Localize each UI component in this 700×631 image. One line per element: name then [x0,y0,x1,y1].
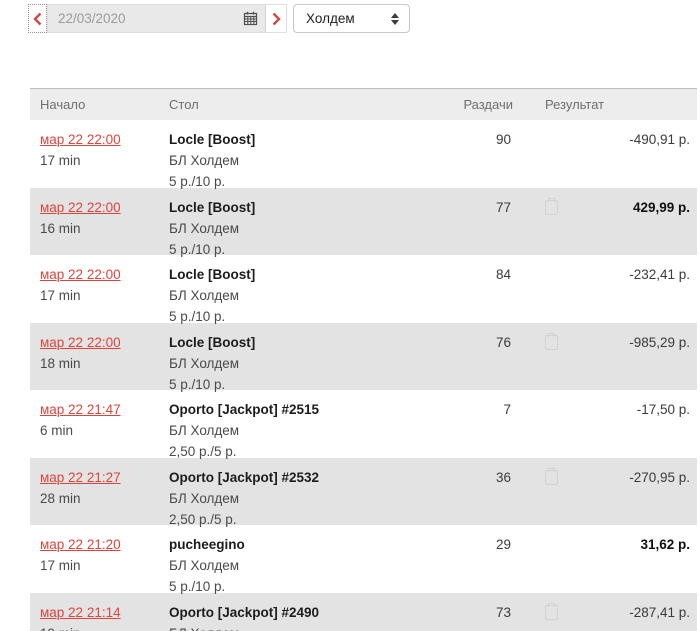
hands-count: 36 [495,469,511,485]
table-body: мар 22 22:00 17 min Locle [Boost] БЛ Хол… [30,120,697,631]
game-filter-select[interactable]: Холдем [293,4,410,33]
game-type: БЛ Холдем [169,623,385,631]
column-header-hands: Раздачи [463,97,513,112]
session-row: мар 22 21:20 17 min pucheegino БЛ Холдем… [30,525,697,594]
game-type: БЛ Холдем [169,288,240,303]
session-result: -17,50 р. [636,402,690,417]
session-result: -270,95 р. [629,469,690,485]
session-result: -232,41 р. [629,267,690,282]
session-start-link[interactable]: мар 22 21:47 [40,402,121,417]
session-row: мар 22 22:00 17 min Locle [Boost] БЛ Хол… [30,255,697,324]
session-start-link[interactable]: мар 22 22:00 [40,132,121,147]
game-type: БЛ Холдем [169,355,240,371]
session-row: мар 22 21:14 19 min Oporto [Jackpot] #24… [30,592,697,631]
session-start-link[interactable]: мар 22 21:14 [40,604,121,620]
stakes: 5 р./10 р. [169,579,226,594]
select-arrows-icon [391,12,399,25]
session-result: 31,62 р. [640,537,690,552]
table-name: Locle [Boost] [169,267,256,282]
table-name: Oporto [Jackpot] #2490 [169,604,320,620]
stakes: 2,50 р./5 р. [169,511,237,527]
session-start-link[interactable]: мар 22 22:00 [40,334,121,350]
session-duration: 17 min [40,558,81,573]
copy-icon[interactable] [545,467,558,485]
table-header: Начало Стол Раздачи Результат [30,88,697,120]
session-start-link[interactable]: мар 22 22:00 [40,267,121,282]
date-value: 22/03/2020 [58,11,126,26]
session-result: -287,41 р. [629,604,690,620]
session-row: мар 22 22:00 18 min Locle [Boost] БЛ Хол… [30,322,697,392]
table-name: Oporto [Jackpot] #2515 [169,402,320,417]
session-row: мар 22 21:47 6 min Oporto [Jackpot] #251… [30,390,697,459]
toolbar: 22/03/2020 Холдем [28,4,410,33]
hands-count: 29 [495,537,511,552]
prev-day-button[interactable] [28,4,47,33]
session-result: 429,99 р. [632,199,690,215]
table-name: Locle [Boost] [169,334,256,350]
stakes: 5 р./10 р. [169,241,226,257]
session-start-link[interactable]: мар 22 21:20 [40,537,121,552]
session-duration: 17 min [40,153,81,168]
table-name: Locle [Boost] [169,132,256,147]
session-duration: 19 min [40,623,169,631]
game-type: БЛ Холдем [169,153,240,168]
session-row: мар 22 21:27 28 min Oporto [Jackpot] #25… [30,457,697,527]
session-duration: 17 min [40,288,81,303]
next-day-button[interactable] [265,4,287,33]
hands-count: 7 [503,402,511,417]
session-result: -985,29 р. [629,334,690,350]
session-duration: 18 min [40,355,81,371]
session-start-link[interactable]: мар 22 21:27 [40,469,121,485]
stakes: 2,50 р./5 р. [169,444,237,459]
stakes: 5 р./10 р. [169,376,226,392]
date-input[interactable]: 22/03/2020 [47,4,265,33]
session-duration: 28 min [40,490,81,506]
game-type: БЛ Холдем [169,220,240,236]
hands-count: 73 [495,604,511,620]
hands-count: 84 [495,267,511,282]
stakes: 5 р./10 р. [169,309,226,324]
column-header-table: Стол [169,97,199,112]
session-duration: 6 min [40,423,74,438]
copy-icon[interactable] [545,602,558,620]
sessions-table: Начало Стол Раздачи Результат мар 22 22:… [30,88,697,631]
column-header-result: Результат [545,97,605,112]
session-row: мар 22 22:00 16 min Locle [Boost] БЛ Хол… [30,187,697,257]
copy-icon[interactable] [545,332,558,350]
table-name: Oporto [Jackpot] #2532 [169,469,320,485]
session-row: мар 22 22:00 17 min Locle [Boost] БЛ Хол… [30,120,697,189]
column-header-start: Начало [40,97,86,112]
chevron-left-icon [33,12,42,25]
stakes: 5 р./10 р. [169,174,226,189]
session-duration: 16 min [40,220,81,236]
chevron-right-icon [272,12,281,25]
table-name: Locle [Boost] [169,199,256,215]
hands-count: 77 [495,199,511,215]
game-type: БЛ Холдем [169,490,240,506]
hands-count: 90 [495,132,511,147]
session-start-link[interactable]: мар 22 22:00 [40,199,121,215]
calendar-icon[interactable] [243,11,258,26]
copy-icon[interactable] [545,197,558,215]
session-result: -490,91 р. [629,132,690,147]
game-type: БЛ Холдем [169,558,240,573]
table-name: pucheegino [169,537,245,552]
hands-count: 76 [495,334,511,350]
game-type: БЛ Холдем [169,423,240,438]
game-filter-value: Холдем [306,11,355,26]
